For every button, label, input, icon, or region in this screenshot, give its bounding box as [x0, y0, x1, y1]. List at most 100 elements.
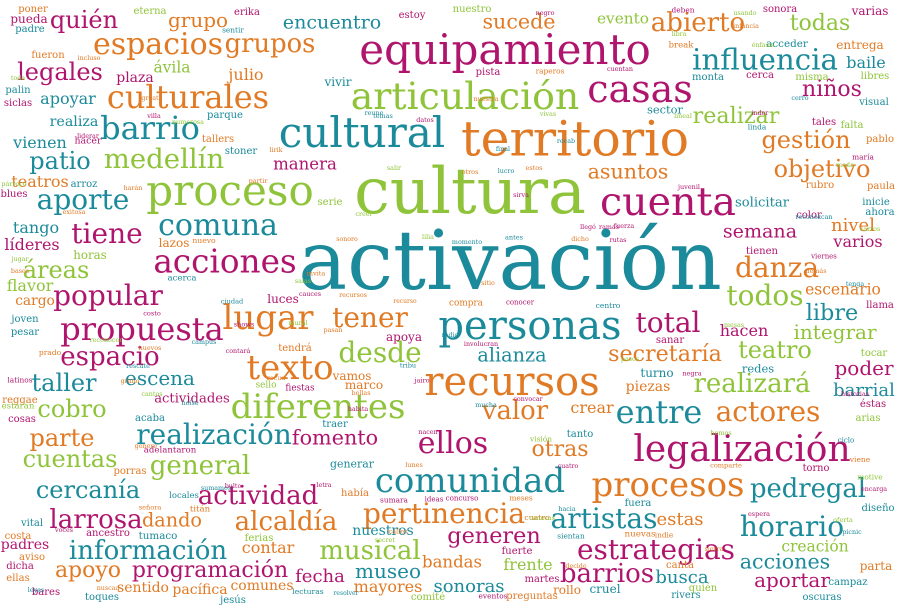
- cloud-word: cerca: [746, 70, 774, 81]
- cloud-word: lucro: [497, 167, 515, 175]
- cloud-word: teatro: [738, 336, 812, 364]
- cloud-word: espacios: [92, 27, 224, 62]
- cloud-word: color: [796, 210, 822, 221]
- cloud-word: pista: [475, 67, 501, 78]
- cloud-word: lecturas: [292, 587, 324, 597]
- cloud-word: recurso: [393, 297, 417, 305]
- cloud-word: sonoro: [336, 235, 358, 243]
- cloud-word: titán: [189, 504, 211, 515]
- cloud-word: comuna: [158, 208, 278, 243]
- cloud-word: serie: [317, 197, 343, 208]
- cloud-word: sientan: [557, 531, 585, 541]
- cloud-word: linda: [747, 122, 767, 132]
- cloud-word: lilia: [422, 233, 434, 241]
- cloud-word: sonoras: [433, 576, 505, 597]
- cloud-word: canta: [666, 560, 694, 571]
- cloud-word: rubro: [805, 180, 835, 191]
- cloud-word: grano: [120, 377, 140, 385]
- cloud-word: proceso: [146, 166, 314, 215]
- cloud-word: great: [141, 94, 159, 102]
- cloud-word: ideas: [424, 495, 444, 504]
- cloud-word: decide: [565, 562, 587, 570]
- cloud-word: redes: [741, 361, 775, 376]
- cloud-word: letra: [316, 481, 332, 489]
- cloud-word: estrategias: [576, 533, 736, 566]
- cloud-word: sierra: [704, 545, 724, 553]
- cloud-word: todas: [789, 11, 851, 36]
- cloud-word: campus: [191, 338, 217, 346]
- cloud-word: grupo: [167, 8, 229, 32]
- cloud-word: creación: [781, 537, 849, 556]
- cloud-word: ciudad: [220, 297, 244, 306]
- cloud-word: sitio: [481, 279, 495, 287]
- cloud-word: hacer: [74, 135, 102, 147]
- cloud-word: semana: [722, 220, 798, 243]
- cloud-word: activación: [298, 214, 722, 309]
- cloud-word: rivers: [671, 590, 701, 601]
- cloud-word: lazos: [158, 236, 190, 250]
- cloud-word: vienen: [13, 133, 67, 152]
- cloud-word: jairo: [414, 376, 430, 385]
- cloud-word: recua: [266, 374, 286, 382]
- cloud-word: aviso: [19, 552, 45, 563]
- cloud-word: numerosa: [172, 118, 204, 126]
- cloud-word: rollo: [553, 583, 581, 597]
- cloud-word: espacio: [60, 342, 160, 372]
- cloud-word: larrosa: [49, 505, 143, 535]
- cloud-word: nuestra: [473, 94, 499, 103]
- cloud-word: falta: [840, 120, 864, 131]
- cloud-word: total: [635, 306, 701, 339]
- cloud-word: salas: [294, 277, 312, 285]
- cloud-word: ramas: [599, 223, 619, 231]
- cloud-word: programación: [131, 558, 289, 583]
- cloud-word: contará: [225, 347, 251, 355]
- cloud-word: radio: [441, 331, 459, 339]
- cloud-word: poner: [18, 4, 48, 15]
- cloud-word: manera: [273, 154, 337, 174]
- cloud-word: creer: [355, 210, 373, 218]
- cloud-word: vital: [20, 518, 44, 529]
- cloud-word: motive: [857, 472, 883, 482]
- cloud-word: gestión: [761, 126, 851, 154]
- cloud-word: ahora: [865, 207, 895, 218]
- cloud-word: dicha: [6, 561, 34, 572]
- cloud-word: padre: [15, 24, 45, 35]
- cloud-word: barrial: [833, 380, 895, 401]
- cloud-word: conocer: [505, 298, 535, 307]
- cloud-word: viene: [849, 455, 871, 465]
- cloud-word: baile: [846, 53, 886, 72]
- cloud-word: taller: [31, 369, 97, 397]
- cloud-word: comparte: [710, 461, 742, 470]
- cloud-word: usando: [733, 9, 757, 17]
- cloud-word: dicho: [571, 235, 589, 243]
- cloud-word: pesar: [10, 327, 40, 338]
- cloud-word: plaza: [116, 70, 154, 86]
- cloud-word: acerca: [167, 273, 197, 284]
- cloud-word: canecas: [529, 514, 555, 522]
- cloud-word: cerro: [791, 94, 809, 102]
- cloud-word: había: [341, 488, 369, 499]
- cloud-word: casas: [587, 67, 693, 111]
- cloud-word: reggae: [2, 395, 38, 406]
- cloud-word: contar: [241, 538, 295, 557]
- cloud-word: flavor: [6, 276, 54, 295]
- cloud-word: acciones: [739, 549, 831, 574]
- cloud-word: campaz: [828, 576, 868, 588]
- cloud-word: maría: [852, 152, 874, 162]
- cloud-word: aporte: [36, 183, 130, 216]
- cloud-word: sello: [255, 380, 277, 391]
- cloud-word: popular: [53, 279, 163, 312]
- cloud-word: grupos: [224, 29, 316, 60]
- cloud-word: juvenil: [678, 182, 700, 191]
- cloud-word: reconozcan: [795, 213, 833, 221]
- cloud-word: mural: [288, 318, 308, 327]
- cloud-word: ellas: [6, 573, 30, 584]
- cloud-word: nuevos: [138, 344, 162, 352]
- cloud-word: líderes: [4, 235, 60, 254]
- cloud-word: historias: [841, 390, 869, 398]
- cloud-word: cargo: [15, 293, 55, 310]
- cloud-word: eventos: [478, 591, 508, 601]
- cloud-word: cultura: [354, 155, 586, 230]
- cloud-word: acceder: [766, 37, 808, 50]
- cloud-word: rescate: [126, 362, 150, 370]
